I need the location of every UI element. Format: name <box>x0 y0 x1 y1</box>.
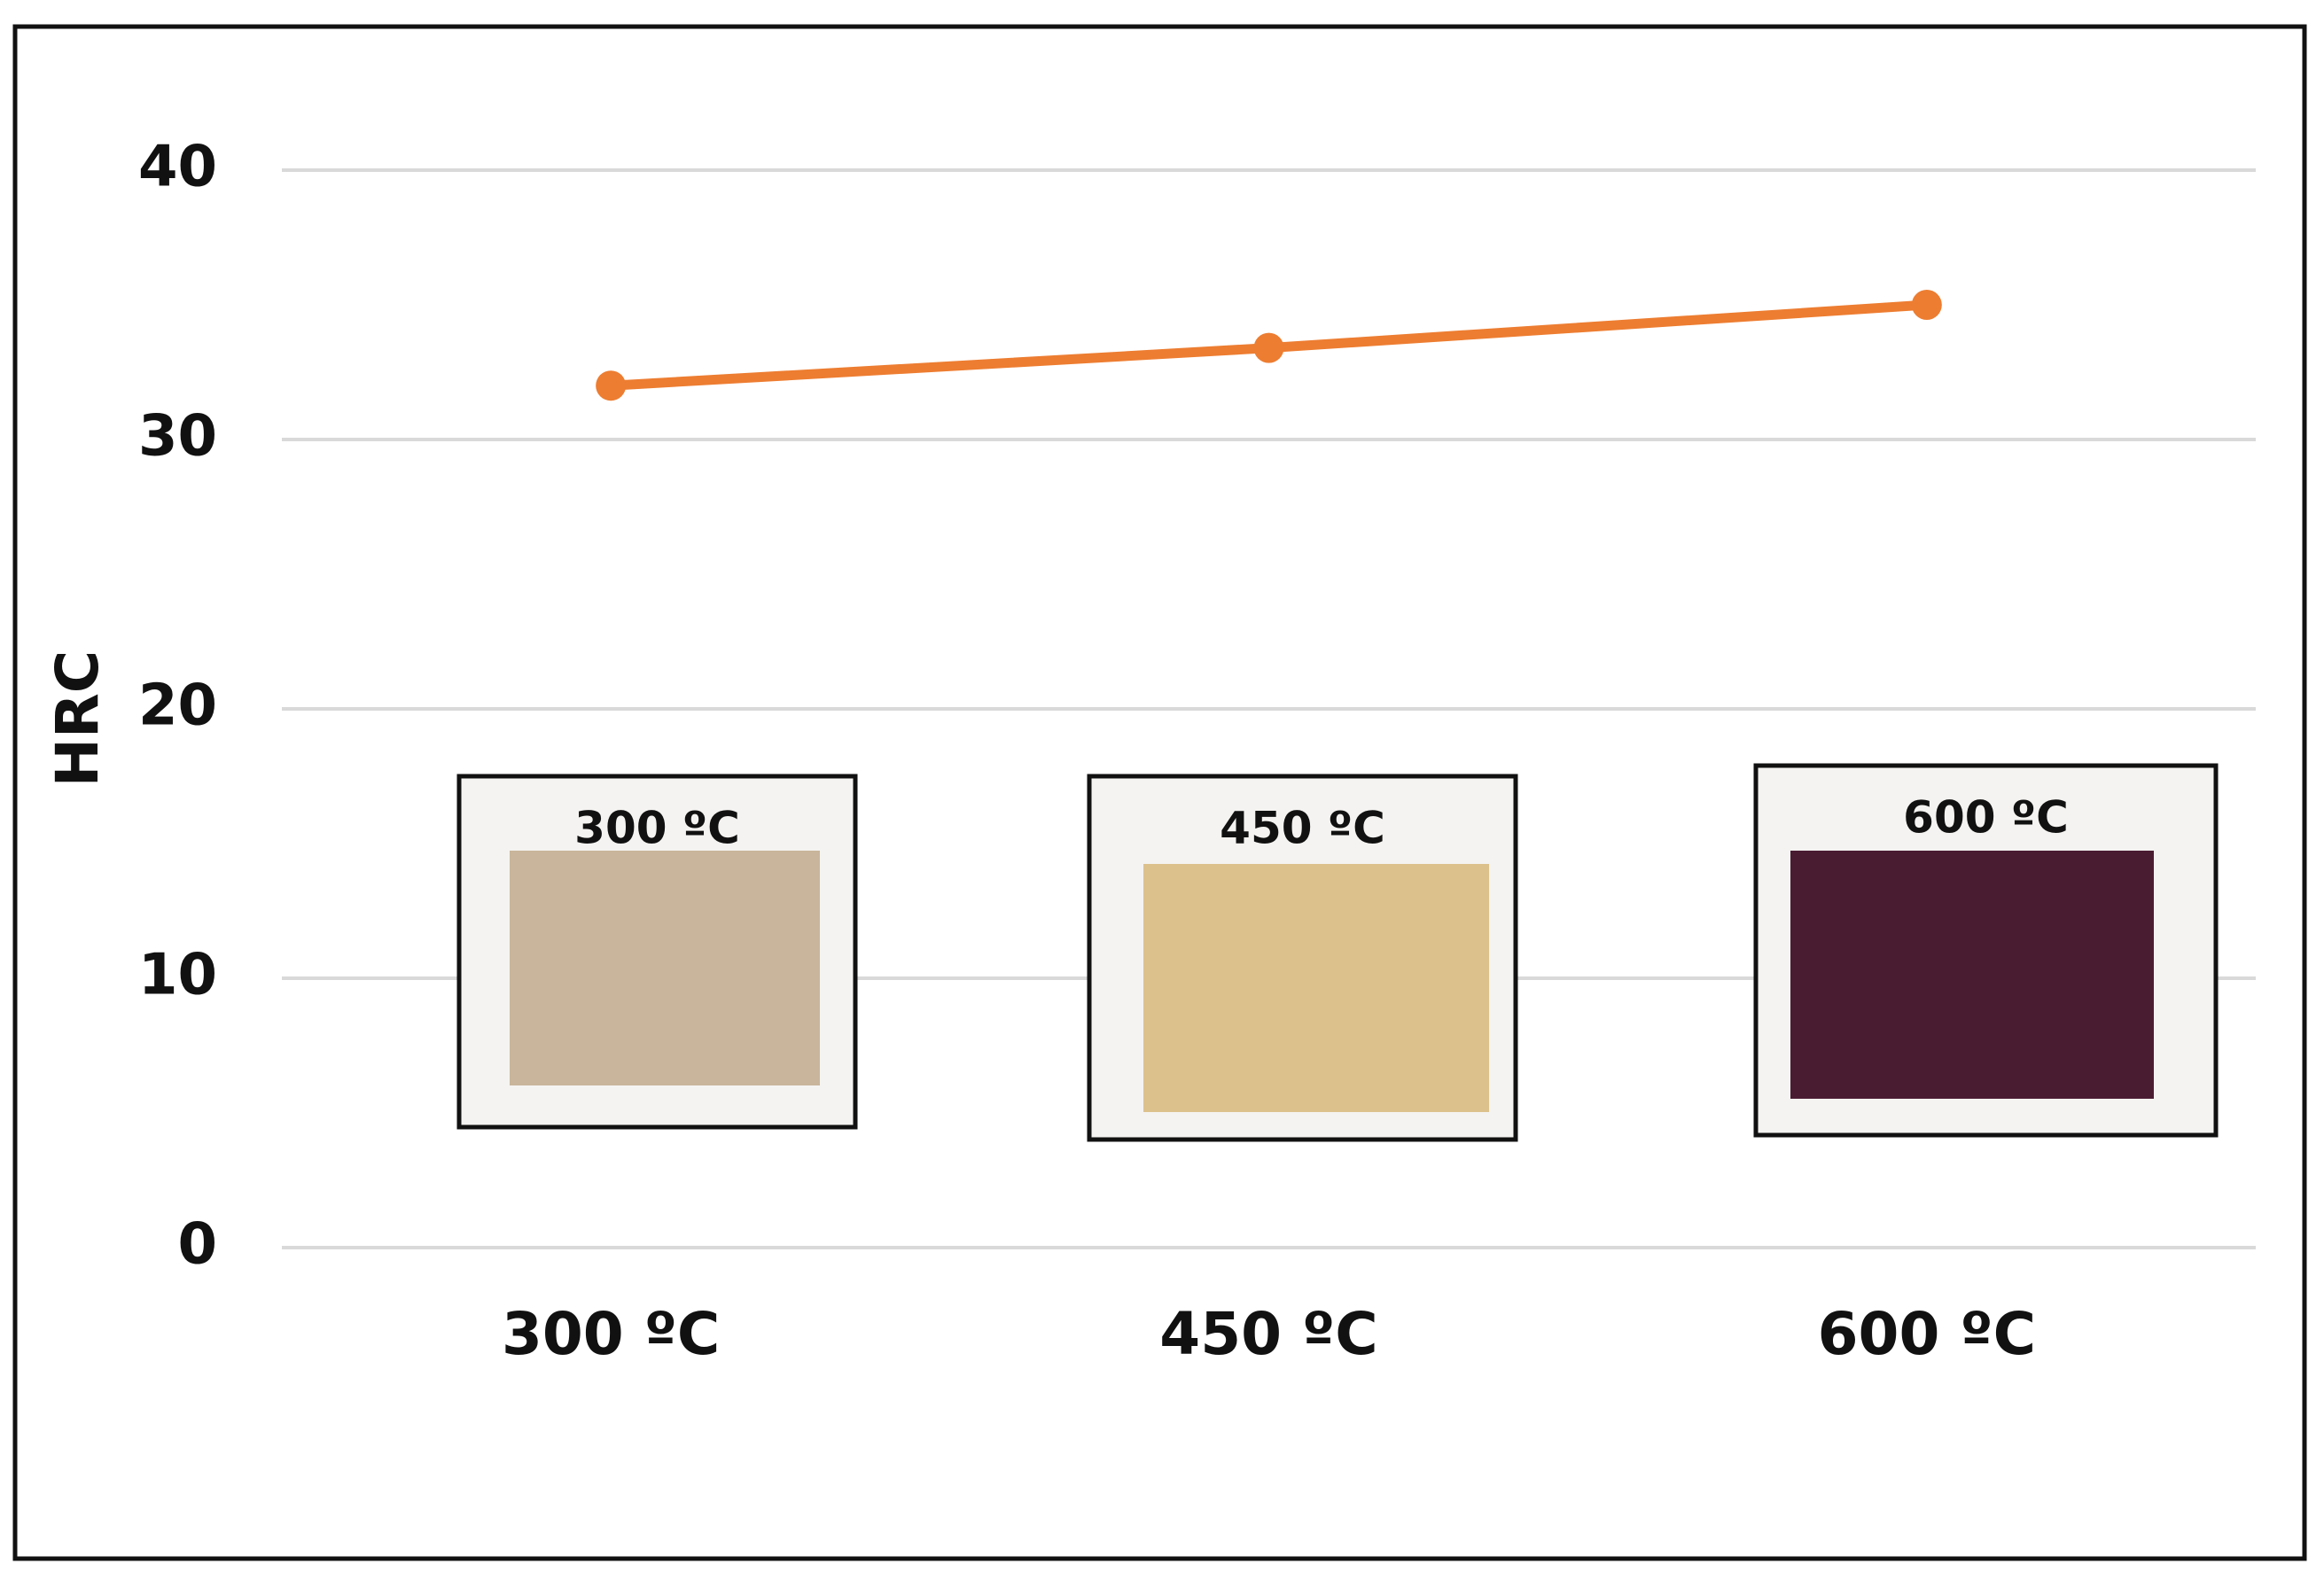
marker <box>596 370 627 401</box>
inset-label: 600 ºC <box>1903 792 2069 844</box>
y-tick-label: 20 <box>138 673 217 739</box>
y-tick-label: 10 <box>138 943 217 1008</box>
marker <box>1253 332 1284 363</box>
sample <box>1790 851 2154 1099</box>
inset-label: 450 ºC <box>1220 803 1385 854</box>
y-tick-label: 0 <box>177 1212 217 1278</box>
x-tick-label: 600 ºC <box>1818 1300 2036 1368</box>
inset-label: 300 ºC <box>574 803 740 854</box>
marker <box>1911 290 1942 320</box>
sample <box>1143 864 1489 1112</box>
x-tick-label: 450 ºC <box>1159 1300 1377 1368</box>
x-tick-label: 300 ºC <box>502 1300 720 1368</box>
y-axis-label: HRC <box>43 650 112 788</box>
y-tick-label: 30 <box>138 404 217 470</box>
y-tick-label: 40 <box>138 135 217 200</box>
sample <box>510 851 820 1085</box>
